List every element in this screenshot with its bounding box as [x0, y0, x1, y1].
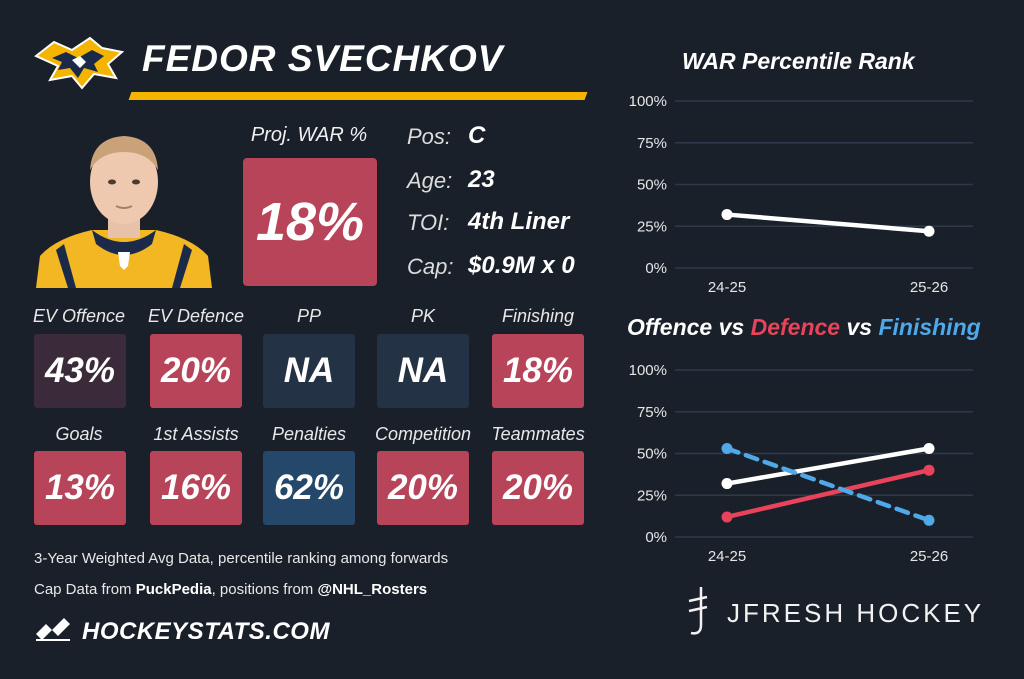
tile-finishing: 18% [492, 334, 584, 408]
chart2-title-sep1: vs [712, 314, 751, 340]
hockeystats-logo-icon [34, 616, 72, 647]
chart2-x-tick: 24-25 [708, 548, 746, 565]
chart1-y-tick: 25% [637, 218, 667, 235]
title-underline [128, 92, 588, 100]
jfresh-text: JFRESH HOCKEY [727, 598, 985, 628]
tile-label-pp: PP [296, 306, 321, 326]
chart2-point-finishing [721, 442, 733, 454]
tile-teammates: 20% [492, 451, 584, 525]
chart2-y-tick: 0% [645, 529, 667, 546]
footnote-data-method: 3-Year Weighted Avg Data, percentile ran… [34, 550, 449, 567]
chart2-x-tick: 25-26 [910, 548, 948, 565]
chart1-y-tick: 0% [645, 260, 667, 277]
chart2-title: Offence vs Defence vs Finishing [627, 314, 981, 341]
age-label: Age: [407, 168, 453, 193]
tile-ev-offence: 43% [34, 334, 126, 408]
chart2-y-tick: 50% [637, 446, 667, 463]
chart2-title-defence: Defence [750, 314, 841, 340]
chart2-title-finishing: Finishing [878, 314, 981, 340]
player-headshot [36, 126, 212, 288]
chart2-point-offence [923, 442, 935, 454]
chart1-point-series [923, 225, 935, 237]
jfresh-logo-icon [685, 585, 711, 642]
tile-label-goals: Goals [55, 424, 103, 444]
footnote-sources: Cap Data from PuckPedia, positions from … [34, 581, 427, 598]
tile-label-1st-assists: 1st Assists [153, 424, 239, 444]
pos-value: C [468, 122, 486, 149]
chart2-y-tick: 25% [637, 487, 667, 504]
chart2-point-defence [721, 511, 733, 523]
jfresh-watermark: JFRESH HOCKEY [685, 585, 984, 642]
chart1-point-series [721, 209, 733, 221]
chart2-point-defence [923, 464, 935, 476]
footnote-positions-text: , positions from [211, 581, 318, 598]
proj-war-value: 18% [243, 158, 377, 286]
tile-penalties: 62% [263, 451, 355, 525]
hockeystats-brand: HOCKEYSTATS.COM [34, 616, 330, 647]
tile-pk: NA [377, 334, 469, 408]
chart2-line-offence [724, 446, 932, 486]
chart1-x-tick: 25-26 [910, 279, 948, 296]
footnote-nhl-rosters: @NHL_Rosters [317, 581, 428, 598]
tile-ev-defence: 20% [150, 334, 242, 408]
chart2-title-sep2: vs [840, 314, 879, 340]
footnote-puckpedia: PuckPedia [135, 581, 212, 598]
tile-label-teammates: Teammates [491, 424, 585, 444]
tile-label-penalties: Penalties [271, 424, 347, 444]
chart1-y-tick: 50% [637, 177, 667, 194]
age-value: 23 [468, 166, 495, 193]
footnote-cap-prefix: Cap Data from [34, 581, 136, 598]
toi-value: 4th Liner [468, 208, 570, 235]
proj-war-label: Proj. WAR % [250, 124, 368, 146]
chart1-y-tick: 75% [637, 135, 667, 152]
tile-label-finishing: Finishing [501, 306, 575, 326]
chart2-title-offence: Offence [627, 314, 713, 340]
player-name: FEDOR SVECHKOV [142, 38, 504, 79]
predators-logo-icon [32, 34, 126, 92]
offence-defence-finishing-chart: 0% 25% 50% 75% 100% 24-25 25-26 [629, 362, 973, 565]
war-percentile-chart: 0% 25% 50% 75% 100% 24-25 25-26 [629, 93, 973, 296]
tile-label-competition: Competition [374, 424, 472, 444]
chart1-line-series [724, 212, 932, 234]
chart2-y-tick: 100% [629, 362, 667, 379]
cap-label: Cap: [407, 254, 454, 279]
tile-goals: 13% [34, 451, 126, 525]
tile-1st-assists: 16% [150, 451, 242, 525]
hockeystats-text: HOCKEYSTATS.COM [82, 617, 330, 645]
tile-label-ev-defence: EV Defence [147, 306, 245, 326]
chart2-line-defence [724, 467, 932, 520]
pos-label: Pos: [407, 124, 452, 149]
tile-competition: 20% [377, 451, 469, 525]
tile-label-ev-offence: EV Offence [32, 306, 126, 326]
tile-label-pk: PK [410, 306, 435, 326]
toi-label: TOI: [407, 210, 450, 235]
chart2-point-finishing [923, 514, 935, 526]
chart1-x-tick: 24-25 [708, 279, 746, 296]
chart2-y-tick: 75% [637, 404, 667, 421]
chart1-title: WAR Percentile Rank [682, 48, 915, 74]
chart1-y-tick: 100% [629, 93, 667, 110]
cap-value: $0.9M x 0 [468, 252, 575, 279]
chart2-line-finishing [724, 446, 932, 523]
chart2-point-offence [721, 478, 733, 490]
tile-pp: NA [263, 334, 355, 408]
